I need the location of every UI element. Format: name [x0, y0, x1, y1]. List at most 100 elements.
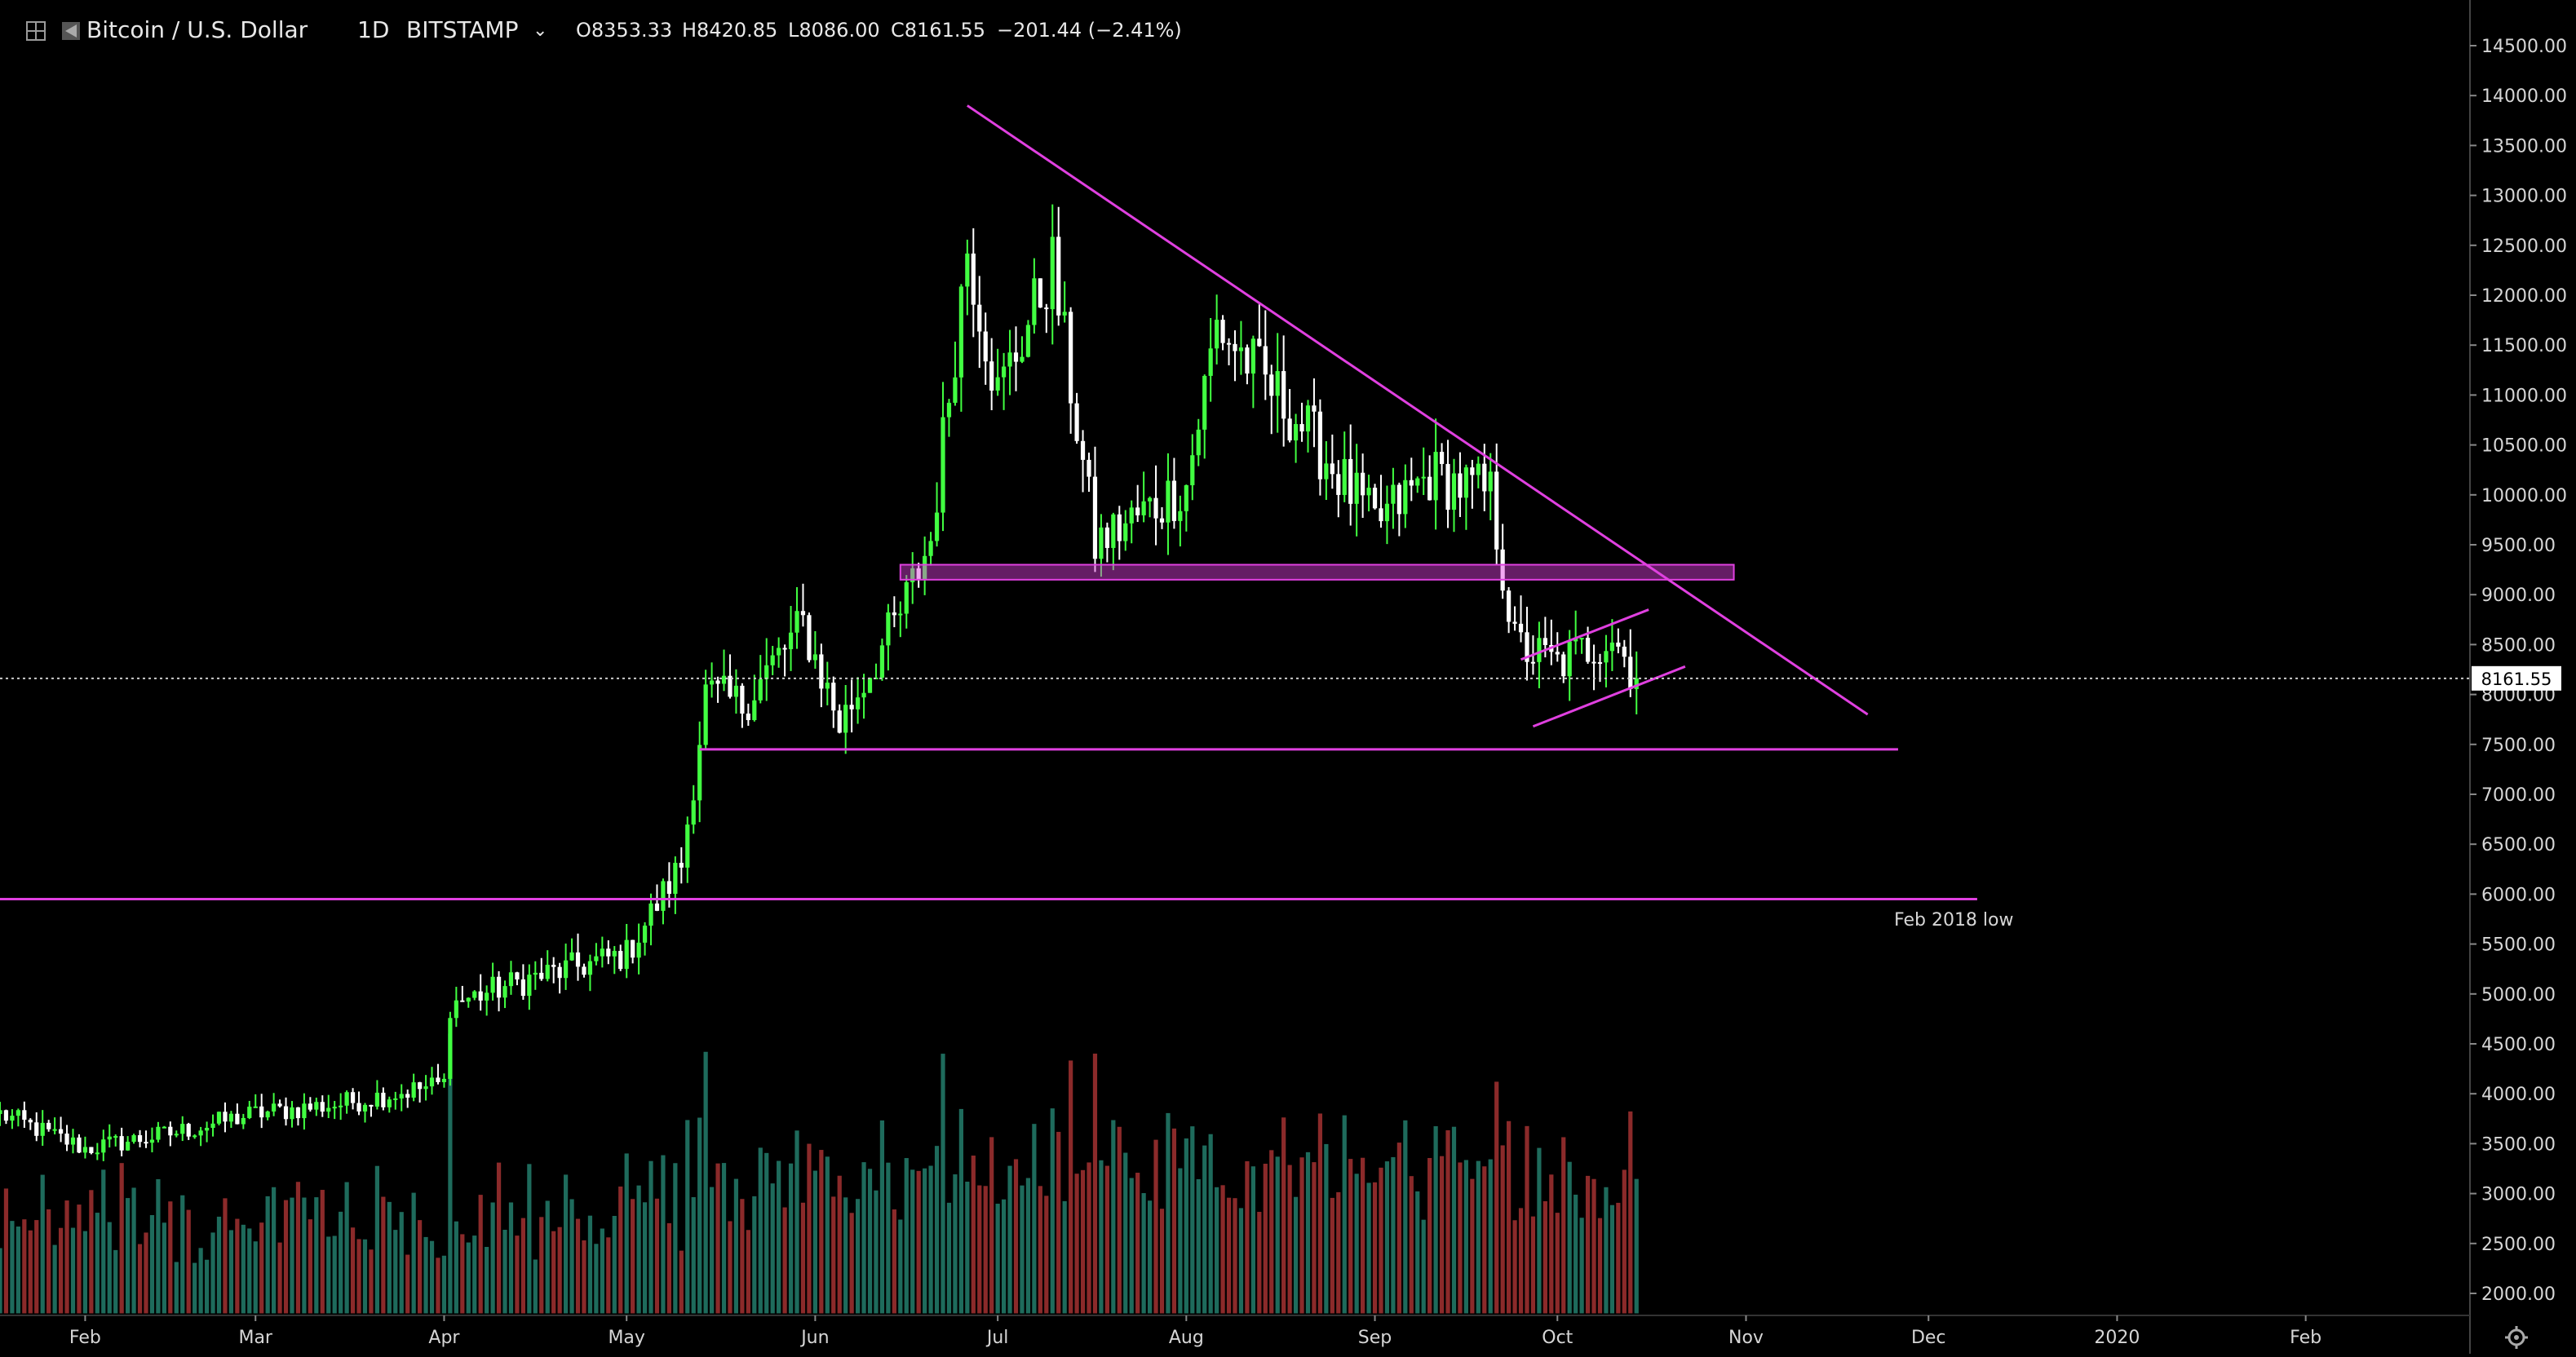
- candle-body: [794, 611, 799, 633]
- candle-body: [1129, 507, 1134, 524]
- volume-bar: [1317, 1113, 1323, 1314]
- grid-icon[interactable]: [26, 21, 46, 41]
- candle-body: [1579, 638, 1584, 640]
- candle-body: [1238, 347, 1244, 351]
- volume-bar: [1080, 1169, 1086, 1314]
- volume-bar: [1001, 1199, 1007, 1314]
- candle-body: [953, 377, 958, 403]
- volume-bar: [916, 1170, 921, 1314]
- candle-body: [594, 956, 599, 961]
- time-tick-label: Feb: [69, 1328, 101, 1348]
- drawings[interactable]: [0, 104, 1977, 901]
- volume-bar: [332, 1235, 337, 1314]
- candle-body: [411, 1082, 416, 1098]
- volume-bar: [709, 1187, 715, 1314]
- volume-bar: [1263, 1164, 1268, 1314]
- candle-body: [1025, 325, 1031, 357]
- volume-bar: [1597, 1218, 1603, 1314]
- volume-bar: [971, 1155, 976, 1314]
- candle-body: [520, 979, 526, 997]
- time-tick-label: Dec: [1911, 1328, 1946, 1348]
- candle-body: [934, 512, 940, 541]
- volume-bar: [1305, 1151, 1311, 1314]
- volume-bar: [95, 1213, 100, 1314]
- candle-body: [332, 1107, 337, 1109]
- time-axis[interactable]: Feb Mar Apr May Jun Jul Aug Sep Oct Nov Dec 2020 Feb: [69, 1315, 2321, 1348]
- volume-bar: [1299, 1157, 1304, 1314]
- channel-lower-line[interactable]: [1532, 665, 1686, 728]
- settings-gear-icon[interactable]: [2505, 1326, 2528, 1349]
- time-tick-label: May: [608, 1328, 644, 1348]
- volume-bar: [1250, 1166, 1255, 1314]
- volume-bar: [1238, 1208, 1244, 1314]
- symbol-icon[interactable]: [62, 22, 80, 40]
- volume-bar: [819, 1150, 824, 1314]
- volume-bar: [1287, 1165, 1292, 1314]
- candle-body: [788, 632, 794, 650]
- volume-bar: [204, 1259, 210, 1314]
- volume-bar: [40, 1174, 45, 1314]
- candle-body: [1226, 343, 1232, 345]
- ohlc-open: O8353.33: [576, 19, 672, 42]
- price-tick-label: 14500.00: [2481, 37, 2567, 57]
- volume-bar: [807, 1143, 812, 1314]
- descending-trendline[interactable]: [967, 104, 1869, 716]
- volume-bar: [648, 1160, 653, 1314]
- volume-bar: [52, 1244, 57, 1314]
- volume-bar: [618, 1186, 623, 1314]
- volume-bar: [1445, 1129, 1450, 1314]
- candle-body: [1616, 642, 1621, 647]
- candle-body: [941, 417, 945, 513]
- volume-bar: [1233, 1198, 1237, 1314]
- exchange-label[interactable]: BITSTAMP: [406, 16, 518, 43]
- volume-bar: [454, 1221, 458, 1314]
- candle-body: [648, 903, 653, 926]
- channel-upper-line[interactable]: [1520, 608, 1649, 661]
- volume-bar: [283, 1200, 289, 1314]
- candle-body: [1305, 405, 1311, 432]
- candle-body: [1299, 424, 1304, 432]
- volume-bar: [1147, 1200, 1153, 1314]
- volume-bar: [1549, 1174, 1554, 1314]
- price-axis[interactable]: 2000.00 2500.00 3000.00 3500.00 4000.00 4500.…: [2470, 37, 2567, 1305]
- volume-bar: [235, 1218, 240, 1314]
- candle-body: [1518, 623, 1524, 633]
- candle-body: [709, 680, 715, 685]
- time-tick-label: Mar: [238, 1328, 272, 1348]
- volume-bar: [393, 1230, 398, 1314]
- volume-bar: [733, 1178, 739, 1314]
- volume-bar: [448, 1033, 453, 1314]
- volume-bar: [1354, 1174, 1359, 1314]
- candle-body: [448, 1018, 453, 1079]
- candle-body: [1050, 236, 1055, 310]
- resistance-zone[interactable]: [899, 564, 1735, 581]
- candle-body: [350, 1092, 356, 1103]
- volume-bar: [1585, 1175, 1591, 1314]
- time-tick-label: Nov: [1728, 1328, 1764, 1348]
- chevron-down-icon[interactable]: ⌄: [533, 20, 547, 41]
- candle-body: [1087, 459, 1091, 477]
- candle-body: [1403, 480, 1408, 515]
- volume-bar: [0, 1248, 2, 1314]
- volume-bar: [272, 1187, 277, 1314]
- volume-bar: [1202, 1145, 1207, 1314]
- volume-bar: [1616, 1202, 1621, 1314]
- candle-body: [272, 1103, 277, 1112]
- volume-bar: [1032, 1124, 1037, 1314]
- candle-body: [126, 1142, 131, 1151]
- volume-bar: [466, 1242, 471, 1314]
- volume-bar: [777, 1160, 781, 1314]
- candle-body: [527, 975, 532, 997]
- candle-body: [867, 678, 873, 693]
- volume-bar: [1384, 1161, 1390, 1314]
- candle-body: [1202, 375, 1207, 430]
- candle-body: [642, 926, 648, 943]
- volume-bar: [387, 1201, 392, 1314]
- symbol-name[interactable]: Bitcoin / U.S. Dollar: [86, 16, 308, 43]
- candle-body: [502, 986, 507, 998]
- candle-body: [545, 965, 550, 979]
- interval-label[interactable]: 1D: [357, 16, 389, 43]
- volume-bar: [612, 1215, 617, 1314]
